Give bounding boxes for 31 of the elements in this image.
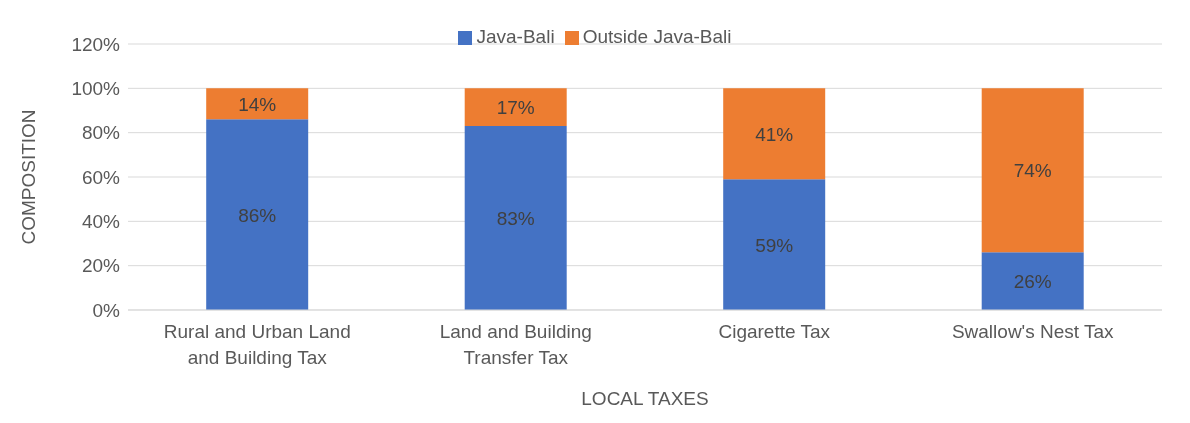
data-label: 83% <box>496 208 535 230</box>
bar <box>723 179 826 310</box>
x-tick-label: Cigarette Tax <box>718 321 831 342</box>
x-tick-label: Land and Building Transfer Tax <box>439 321 592 368</box>
x-tick-label: Rural and Urban Land and Building Tax <box>163 321 351 368</box>
data-label: 26% <box>1013 271 1052 293</box>
bar <box>981 88 1084 253</box>
y-tick-label: 20% <box>81 255 121 277</box>
bar <box>464 88 567 127</box>
data-label: 17% <box>496 97 535 119</box>
y-tick-label: 100% <box>71 78 121 100</box>
y-tick-label: 120% <box>71 33 121 55</box>
bar <box>723 88 826 180</box>
bar <box>206 119 309 310</box>
y-axis-title: COMPOSITION <box>17 109 39 245</box>
y-tick-label: 80% <box>81 122 121 144</box>
bar <box>981 252 1084 310</box>
bar <box>206 88 309 120</box>
data-label: 74% <box>1013 160 1052 182</box>
y-tick-label: 60% <box>81 166 121 188</box>
data-label: 14% <box>238 93 277 115</box>
data-label: 41% <box>755 123 794 145</box>
bar <box>464 126 567 310</box>
data-label: 59% <box>755 234 794 256</box>
data-label: 86% <box>238 204 277 226</box>
y-tick-label: 40% <box>81 211 121 233</box>
x-axis-title: LOCAL TAXES <box>581 388 709 409</box>
y-tick-label: 0% <box>92 299 121 321</box>
x-tick-label: Swallow's Nest Tax <box>951 321 1115 342</box>
legend-label: Outside Java-Bali <box>582 26 732 47</box>
legend-label: Java-Bali <box>476 26 555 47</box>
